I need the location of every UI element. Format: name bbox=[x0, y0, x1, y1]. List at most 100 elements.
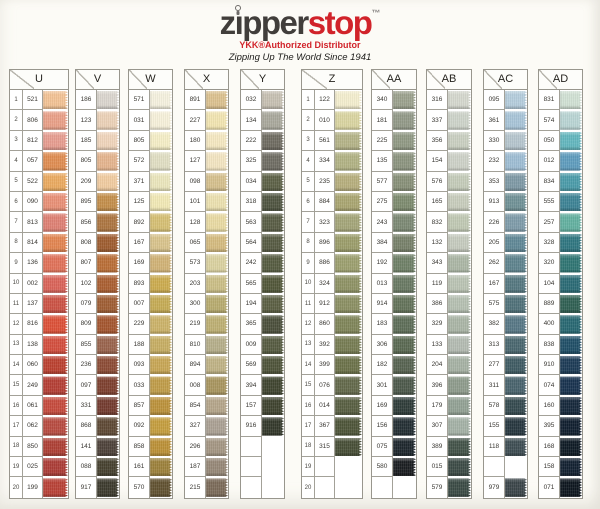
swatch-cell bbox=[560, 314, 582, 335]
swatch-cell bbox=[393, 375, 416, 396]
color-code: 894 bbox=[185, 355, 206, 376]
color-code: 917 bbox=[76, 477, 97, 498]
swatch-cell bbox=[43, 191, 68, 213]
swatch-row: 18 315 bbox=[302, 436, 362, 458]
swatch-row: 095 bbox=[484, 90, 527, 111]
swatch-row: 275 bbox=[372, 191, 416, 213]
color-code: 884 bbox=[315, 191, 335, 213]
color-code: 032 bbox=[241, 90, 262, 111]
swatch-cell bbox=[393, 477, 416, 498]
color-swatch bbox=[206, 294, 228, 314]
swatch-cell bbox=[97, 253, 119, 274]
color-swatch bbox=[262, 315, 284, 334]
swatch-row: 156 bbox=[372, 416, 416, 437]
swatch-cell bbox=[262, 151, 284, 172]
color-code: 561 bbox=[315, 130, 335, 152]
swatch-cell bbox=[448, 212, 471, 233]
swatch-row: 7 813 bbox=[10, 212, 68, 233]
swatch-cell bbox=[448, 457, 471, 478]
swatch-row: 204 bbox=[427, 355, 471, 376]
color-code: 090 bbox=[23, 191, 43, 213]
color-code: 571 bbox=[129, 90, 150, 111]
column-header-Z: Z bbox=[302, 70, 362, 90]
color-code: 353 bbox=[484, 171, 505, 192]
swatch-cell bbox=[97, 191, 119, 213]
row-number: 7 bbox=[10, 212, 23, 233]
swatch-row: 580 bbox=[372, 457, 416, 478]
swatch-cell bbox=[560, 90, 582, 111]
color-swatch bbox=[505, 294, 527, 314]
color-swatch bbox=[97, 437, 119, 457]
swatch-row: 331 bbox=[76, 395, 119, 417]
swatch-cell bbox=[206, 293, 228, 315]
swatch-row: 262 bbox=[484, 253, 527, 274]
swatch-cell bbox=[43, 253, 68, 274]
swatch-row: 097 bbox=[76, 375, 119, 396]
color-swatch bbox=[150, 131, 172, 151]
color-swatch bbox=[262, 213, 284, 232]
swatch-cell bbox=[150, 171, 172, 192]
color-swatch bbox=[97, 254, 119, 273]
color-code: 204 bbox=[427, 355, 448, 376]
color-code: 337 bbox=[427, 110, 448, 131]
swatch-cell bbox=[206, 130, 228, 152]
color-swatch bbox=[393, 111, 416, 130]
color-swatch bbox=[448, 376, 471, 395]
swatch-cell bbox=[150, 457, 172, 478]
color-code: 311 bbox=[484, 375, 505, 396]
swatch-row: 400 bbox=[539, 314, 582, 335]
row-number: 14 bbox=[302, 355, 315, 376]
swatch-cell bbox=[560, 477, 582, 498]
swatch-cell bbox=[97, 436, 119, 458]
swatch-row: 894 bbox=[185, 355, 228, 376]
color-swatch bbox=[43, 254, 68, 273]
color-swatch bbox=[505, 478, 527, 497]
color-code: 192 bbox=[372, 253, 393, 274]
color-code: 580 bbox=[372, 457, 393, 478]
color-swatch bbox=[206, 254, 228, 273]
color-swatch bbox=[206, 131, 228, 151]
swatch-row bbox=[241, 436, 284, 458]
color-code: 057 bbox=[23, 151, 43, 172]
color-code: 806 bbox=[23, 110, 43, 131]
color-code: 075 bbox=[372, 436, 393, 458]
color-code: 002 bbox=[23, 273, 43, 294]
color-code: 104 bbox=[539, 273, 560, 294]
swatch-row: 329 bbox=[427, 314, 471, 335]
swatch-row: 11 137 bbox=[10, 293, 68, 315]
swatch-row: 192 bbox=[372, 253, 416, 274]
color-code: 102 bbox=[76, 273, 97, 294]
swatch-cell bbox=[505, 191, 527, 213]
swatch-row: 318 bbox=[241, 191, 284, 213]
color-swatch bbox=[448, 458, 471, 477]
swatch-cell bbox=[43, 416, 68, 437]
color-code: 400 bbox=[539, 314, 560, 335]
color-swatch bbox=[393, 396, 416, 416]
color-code: 834 bbox=[539, 171, 560, 192]
swatch-cell bbox=[43, 273, 68, 294]
row-number: 20 bbox=[302, 477, 315, 498]
color-code: 340 bbox=[372, 90, 393, 111]
swatch-cell bbox=[505, 477, 527, 498]
color-code: 323 bbox=[315, 212, 335, 233]
swatch-row: 141 bbox=[76, 436, 119, 458]
swatch-row: 14 399 bbox=[302, 355, 362, 376]
swatch-row: 10 002 bbox=[10, 273, 68, 294]
swatch-row: 306 bbox=[372, 334, 416, 356]
color-swatch bbox=[150, 396, 172, 416]
swatch-cell bbox=[560, 395, 582, 417]
color-swatch bbox=[206, 111, 228, 130]
swatch-cell bbox=[43, 375, 68, 396]
swatch-cell bbox=[505, 212, 527, 233]
swatch-row: 574 bbox=[539, 110, 582, 131]
color-swatch bbox=[262, 294, 284, 314]
swatch-cell bbox=[206, 253, 228, 274]
color-swatch bbox=[206, 376, 228, 395]
swatch-row: 102 bbox=[76, 273, 119, 294]
color-code: 394 bbox=[241, 375, 262, 396]
tagline: Zipping Up The World Since 1941 bbox=[228, 52, 372, 63]
color-code: 392 bbox=[315, 334, 335, 356]
color-swatch bbox=[206, 417, 228, 436]
color-swatch bbox=[505, 91, 527, 110]
swatch-cell bbox=[505, 171, 527, 192]
